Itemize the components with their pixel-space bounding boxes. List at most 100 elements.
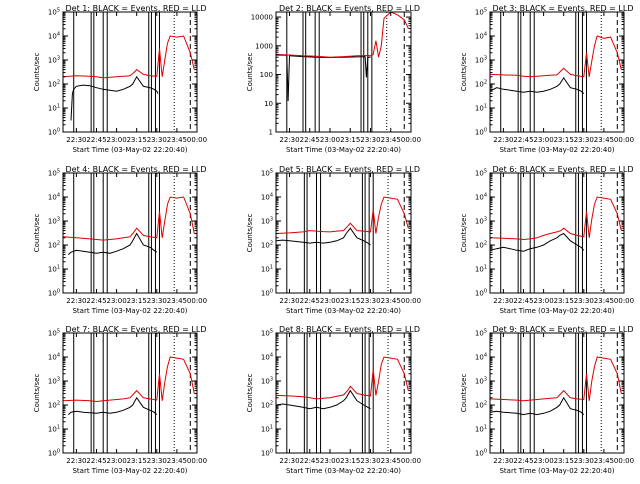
x-tick-label: 23:00 xyxy=(320,457,340,465)
series-group xyxy=(63,35,195,121)
y-tick-label: 101 xyxy=(475,425,487,434)
x-tick-label: 23:00 xyxy=(107,457,127,465)
y-tick-label: 100 xyxy=(261,449,273,458)
marker-lines xyxy=(286,333,405,453)
marker-lines xyxy=(500,333,618,453)
y-tick-label: 102 xyxy=(261,241,273,250)
series-line-lld xyxy=(276,196,409,234)
x-tick-label: 00:00 xyxy=(614,136,634,144)
series-group xyxy=(490,196,622,252)
y-tick-label: 103 xyxy=(475,56,487,65)
marker-lines xyxy=(73,333,191,453)
y-tick-label: 102 xyxy=(48,80,60,89)
y-tick-label: 102 xyxy=(48,241,60,250)
x-tick-label: 22:30 xyxy=(493,297,513,305)
x-tick-label: 22:30 xyxy=(279,457,299,465)
x-tick-label: 22:45 xyxy=(86,297,106,305)
y-axis-label: Counts/sec xyxy=(33,214,41,253)
y-axis-label: Counts/sec xyxy=(460,374,468,413)
x-tick-label: 23:00 xyxy=(320,297,340,305)
y-axis-label: Counts/sec xyxy=(33,374,41,413)
x-tick-label: 00:00 xyxy=(614,297,634,305)
y-tick-label: 100 xyxy=(48,128,60,137)
y-tick-label: 101 xyxy=(48,425,60,434)
x-axis-label: Start Time (03-May-02 22:20:40) xyxy=(72,467,187,475)
y-tick-label: 104 xyxy=(475,193,487,202)
panel-det-5: 22:30 22:45 23:00 23:15 23:30 23:45 00:00 100 10… xyxy=(246,165,421,315)
x-tick-label: 22:30 xyxy=(66,297,86,305)
y-tick-label: 103 xyxy=(475,377,487,386)
x-tick-label: 23:45 xyxy=(594,297,614,305)
x-tick-label: 22:30 xyxy=(279,136,299,144)
x-tick-label: 00:00 xyxy=(614,457,634,465)
x-tick-label: 23:15 xyxy=(554,457,574,465)
x-tick-label: 23:15 xyxy=(127,457,147,465)
x-tick-label: 22:45 xyxy=(513,457,533,465)
y-tick-label: 102 xyxy=(475,80,487,89)
y-tick-label: 105 xyxy=(475,169,487,178)
y-tick-label: 100 xyxy=(260,71,273,79)
y-tick-label: 103 xyxy=(261,377,273,386)
x-tick-label: 23:15 xyxy=(340,457,360,465)
y-tick-label: 100 xyxy=(261,289,273,298)
x-tick-label: 23:30 xyxy=(574,297,594,305)
series-group xyxy=(63,196,195,255)
x-tick-label: 22:45 xyxy=(300,457,320,465)
x-tick-label: 23:30 xyxy=(147,457,167,465)
series-group xyxy=(276,12,409,102)
series-line-events xyxy=(68,232,158,255)
x-tick-label: 23:00 xyxy=(107,136,127,144)
x-tick-label: 22:30 xyxy=(66,457,86,465)
x-tick-label: 23:00 xyxy=(107,297,127,305)
y-tick-label: 102 xyxy=(475,401,487,410)
y-tick-label: 105 xyxy=(48,169,60,178)
y-tick-label: 104 xyxy=(261,193,273,202)
y-tick-label: 103 xyxy=(48,56,60,65)
x-tick-label: 23:30 xyxy=(574,457,594,465)
y-tick-label: 104 xyxy=(261,353,273,362)
x-tick-label: 23:00 xyxy=(320,136,340,144)
x-tick-label: 23:45 xyxy=(381,457,401,465)
panel-det-2: 22:30 22:45 23:00 23:15 23:30 23:45 00:00 1 10 10… xyxy=(246,4,421,154)
x-tick-label: 23:30 xyxy=(360,136,380,144)
plot-frame xyxy=(62,172,198,294)
series-group xyxy=(63,356,195,415)
y-tick-label: 105 xyxy=(261,329,273,338)
panel-title: Det 2: BLACK = Events, RED = LLD xyxy=(279,4,420,13)
y-tick-label: 102 xyxy=(475,241,487,250)
panel-det-8: 22:30 22:45 23:00 23:15 23:30 23:45 00:00 100 10… xyxy=(246,325,421,475)
y-tick-label: 1000 xyxy=(255,42,273,50)
x-tick-label: 22:30 xyxy=(493,457,513,465)
y-tick-label: 104 xyxy=(475,32,487,41)
x-axis-label: Start Time (03-May-02 22:20:40) xyxy=(72,307,187,315)
x-tick-label: 23:45 xyxy=(167,457,187,465)
y-tick-label: 101 xyxy=(48,104,60,113)
y-tick-label: 103 xyxy=(475,217,487,226)
y-axis-label: Counts/sec xyxy=(33,53,41,92)
series-line-events xyxy=(276,227,371,246)
y-tick-label: 101 xyxy=(475,104,487,113)
x-tick-label: 23:30 xyxy=(360,297,380,305)
series-line-lld xyxy=(276,356,409,400)
plot-frame xyxy=(489,172,625,294)
x-tick-label: 00:00 xyxy=(401,457,421,465)
y-tick-label: 102 xyxy=(261,401,273,410)
y-tick-label: 104 xyxy=(475,353,487,362)
series-line-lld xyxy=(490,35,622,78)
panel-title: Det 6: BLACK = Events, RED = LLD xyxy=(493,165,634,174)
x-tick-label: 23:30 xyxy=(147,297,167,305)
x-tick-label: 23:30 xyxy=(147,136,167,144)
panel-title: Det 1: BLACK = Events, RED = LLD xyxy=(66,4,207,13)
y-tick-label: 10000 xyxy=(251,14,273,22)
x-tick-label: 23:45 xyxy=(381,136,401,144)
marker-lines xyxy=(73,12,191,132)
y-tick-label: 100 xyxy=(48,289,60,298)
panel-det-1: 22:30 22:45 23:00 23:15 23:30 23:45 00:00 100 10… xyxy=(33,4,207,154)
y-axis-label: Counts/sec xyxy=(246,53,254,92)
x-tick-label: 00:00 xyxy=(401,297,421,305)
series-line-events xyxy=(70,75,159,121)
x-tick-label: 22:45 xyxy=(86,457,106,465)
x-tick-label: 23:45 xyxy=(594,136,614,144)
